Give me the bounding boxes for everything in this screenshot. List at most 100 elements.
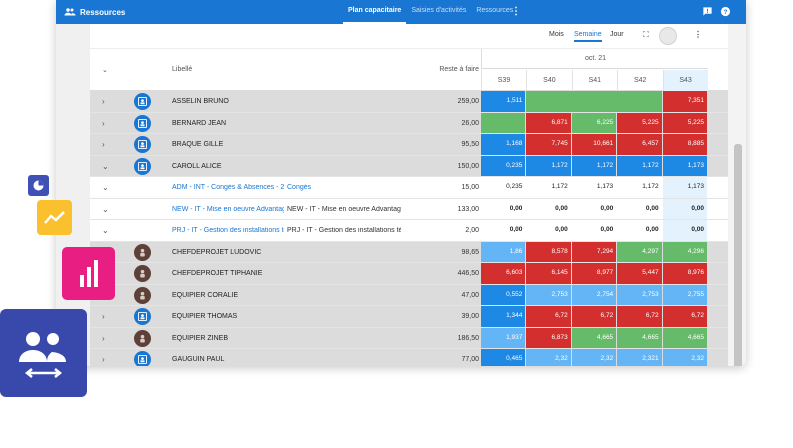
capacity-cell[interactable]: 1,344 bbox=[481, 306, 526, 327]
chevron-right-icon[interactable]: › bbox=[102, 312, 105, 321]
fullscreen-icon[interactable]: ⛶ bbox=[643, 30, 649, 39]
capacity-cell[interactable]: 0,00 bbox=[509, 204, 523, 212]
tab-ressources[interactable]: Ressources bbox=[476, 7, 514, 14]
capacity-cell[interactable]: 0,00 bbox=[662, 198, 707, 219]
capacity-cell[interactable]: 0,00 bbox=[600, 204, 614, 212]
capacity-cell[interactable]: 8,977 bbox=[571, 263, 617, 284]
chevron-right-icon[interactable]: › bbox=[102, 355, 105, 364]
capacity-cell[interactable]: 2,32 bbox=[662, 349, 707, 366]
task-row[interactable]: ⌄ NEW - IT - Mise en oeuvre Advantage Fir… bbox=[90, 198, 728, 220]
view-semaine-button[interactable]: Semaine bbox=[574, 31, 602, 42]
capacity-cell[interactable]: 0,00 bbox=[555, 226, 568, 233]
capacity-cell[interactable]: 5,447 bbox=[617, 263, 662, 284]
capacity-cell[interactable]: 7,294 bbox=[571, 241, 617, 262]
resource-row[interactable]: › EQUIPIER THOMAS 39,00 1,344 6,72 6,72 6,72 6,… bbox=[90, 306, 728, 328]
vertical-scrollbar[interactable]: ▼ bbox=[728, 24, 746, 366]
capacity-cell[interactable]: 0,00 bbox=[509, 226, 523, 233]
task-link[interactable]: NEW - IT - Mise en oeuvre Advantage Fir bbox=[172, 205, 284, 213]
capacity-cell[interactable]: 6,72 bbox=[617, 306, 662, 327]
resource-row[interactable]: ›EQUIPIER CORALIE47,000,5522,7532,7542,7… bbox=[90, 284, 728, 306]
feedback-icon[interactable] bbox=[702, 6, 713, 17]
task-row[interactable]: ⌄ PRJ - IT - Gestion des installations té… bbox=[90, 220, 728, 242]
collapse-all-chevron-icon[interactable]: ⌄ bbox=[102, 67, 108, 74]
capacity-cell[interactable]: 6,603 bbox=[481, 263, 526, 284]
capacity-cell[interactable]: 2,321 bbox=[617, 349, 662, 366]
capacity-cell[interactable]: 7,351 bbox=[662, 91, 707, 112]
capacity-cell[interactable]: 7,745 bbox=[526, 134, 571, 155]
capacity-cell[interactable]: 2,755 bbox=[662, 284, 707, 305]
capacity-cell[interactable]: 1,172 bbox=[526, 155, 571, 176]
capacity-cell[interactable]: 5,225 bbox=[662, 112, 707, 133]
capacity-cell[interactable]: 6,72 bbox=[526, 306, 571, 327]
capacity-cell[interactable]: 0,235 bbox=[506, 183, 523, 190]
capacity-cell[interactable]: 6,72 bbox=[662, 306, 707, 327]
view-jour-button[interactable]: Jour bbox=[610, 31, 624, 38]
capacity-cell[interactable]: 5,225 bbox=[617, 112, 662, 133]
chevron-right-icon[interactable]: › bbox=[102, 140, 105, 149]
capacity-cell[interactable]: 6,145 bbox=[526, 263, 571, 284]
capacity-cell[interactable]: 0,00 bbox=[645, 204, 659, 212]
capacity-cell[interactable]: 10,661 bbox=[571, 134, 617, 155]
resource-row[interactable]: › ASSELIN BRUNO 259,00 1,511 7,351 bbox=[90, 91, 728, 113]
scrollbar-thumb[interactable] bbox=[734, 144, 742, 366]
chevron-right-icon[interactable]: › bbox=[102, 118, 105, 128]
user-avatar[interactable] bbox=[659, 27, 677, 45]
capacity-cell[interactable]: 6,72 bbox=[571, 306, 617, 327]
capacity-cell[interactable]: 6,871 bbox=[526, 112, 571, 133]
capacity-cell[interactable]: 1,173 bbox=[662, 155, 707, 176]
task-row[interactable]: ⌄ ADM - INT - Congés & Absences - 2021 Con… bbox=[90, 177, 728, 199]
capacity-cell[interactable]: 1,937 bbox=[481, 327, 526, 348]
capacity-cell[interactable]: 0,00 bbox=[600, 226, 614, 233]
capacity-cell[interactable]: 1,173 bbox=[662, 177, 707, 198]
tab-plan-capacitaire[interactable]: Plan capacitaire bbox=[343, 0, 407, 24]
capacity-cell[interactable]: 0,552 bbox=[481, 284, 526, 305]
capacity-cell[interactable]: 4,665 bbox=[571, 327, 617, 348]
capacity-cell[interactable]: 0,00 bbox=[555, 204, 568, 212]
capacity-cell[interactable]: 2,32 bbox=[526, 349, 571, 366]
resource-row[interactable]: › BERNARD JEAN 26,00 6,871 6,225 5,225 5,225 bbox=[90, 112, 728, 134]
task-link[interactable]: ADM - INT - Congés & Absences - 2021 bbox=[172, 184, 284, 191]
capacity-cell[interactable]: 6,873 bbox=[526, 327, 571, 348]
chevron-down-icon[interactable]: ⌄ bbox=[102, 226, 109, 235]
chevron-down-icon[interactable]: ⌄ bbox=[102, 161, 109, 171]
more-options-icon[interactable]: ⋮ bbox=[694, 30, 702, 39]
capacity-cell[interactable]: 4,665 bbox=[617, 327, 662, 348]
resource-row[interactable]: ⌄ CAROLL ALICE 150,00 0,235 1,172 1,172 1,172 1… bbox=[90, 155, 728, 177]
capacity-cell[interactable]: 0,465 bbox=[481, 349, 526, 366]
capacity-cell[interactable]: 0,235 bbox=[481, 155, 526, 176]
capacity-cell[interactable]: 6,225 bbox=[571, 112, 617, 133]
capacity-cell[interactable] bbox=[481, 112, 526, 133]
capacity-cell[interactable] bbox=[526, 91, 662, 112]
chevron-right-icon[interactable]: › bbox=[102, 333, 105, 343]
capacity-cell[interactable]: 1,511 bbox=[481, 91, 526, 112]
more-vert-icon[interactable]: ⋮ bbox=[511, 6, 521, 17]
capacity-cell[interactable]: 4,297 bbox=[617, 241, 662, 262]
capacity-cell[interactable]: 1,172 bbox=[551, 183, 568, 190]
view-mois-button[interactable]: Mois bbox=[549, 31, 564, 38]
resource-row[interactable]: ›CHEFDEPROJET TIPHANIE446,506,6036,1458,… bbox=[90, 263, 728, 285]
capacity-cell[interactable]: 8,578 bbox=[526, 241, 571, 262]
capacity-cell[interactable]: 0,00 bbox=[662, 220, 707, 241]
capacity-cell[interactable]: 8,885 bbox=[662, 134, 707, 155]
capacity-cell[interactable]: 1,86 bbox=[481, 241, 526, 262]
capacity-cell[interactable]: 2,754 bbox=[571, 284, 617, 305]
capacity-cell[interactable]: 0,00 bbox=[645, 226, 659, 233]
capacity-cell[interactable]: 6,457 bbox=[617, 134, 662, 155]
resource-row[interactable]: ›CHEFDEPROJET LUDOVIC98,651,868,5787,294… bbox=[90, 241, 728, 263]
capacity-cell[interactable]: 8,976 bbox=[662, 263, 707, 284]
resource-row[interactable]: › GAUGUIN PAUL 77,00 0,465 2,32 2,32 2,321 2,32 bbox=[90, 349, 728, 366]
resource-row[interactable]: › EQUIPIER ZINEB 186,50 1,937 6,873 4,665 4,66… bbox=[90, 327, 728, 349]
capacity-cell[interactable]: 2,32 bbox=[571, 349, 617, 366]
capacity-cell[interactable]: 2,753 bbox=[617, 284, 662, 305]
chevron-right-icon[interactable]: › bbox=[102, 97, 105, 106]
capacity-cell[interactable]: 1,173 bbox=[596, 183, 614, 190]
capacity-cell[interactable]: 4,665 bbox=[662, 327, 707, 348]
help-icon[interactable]: ? bbox=[720, 6, 731, 17]
capacity-cell[interactable]: 2,753 bbox=[526, 284, 571, 305]
capacity-cell[interactable]: 1,172 bbox=[571, 155, 617, 176]
capacity-cell[interactable]: 1,172 bbox=[617, 155, 662, 176]
chevron-down-icon[interactable]: ⌄ bbox=[102, 183, 109, 192]
task-link[interactable]: PRJ - IT - Gestion des installations tél… bbox=[172, 227, 284, 234]
capacity-cell[interactable]: 1,172 bbox=[642, 183, 659, 190]
chevron-down-icon[interactable]: ⌄ bbox=[102, 204, 109, 214]
